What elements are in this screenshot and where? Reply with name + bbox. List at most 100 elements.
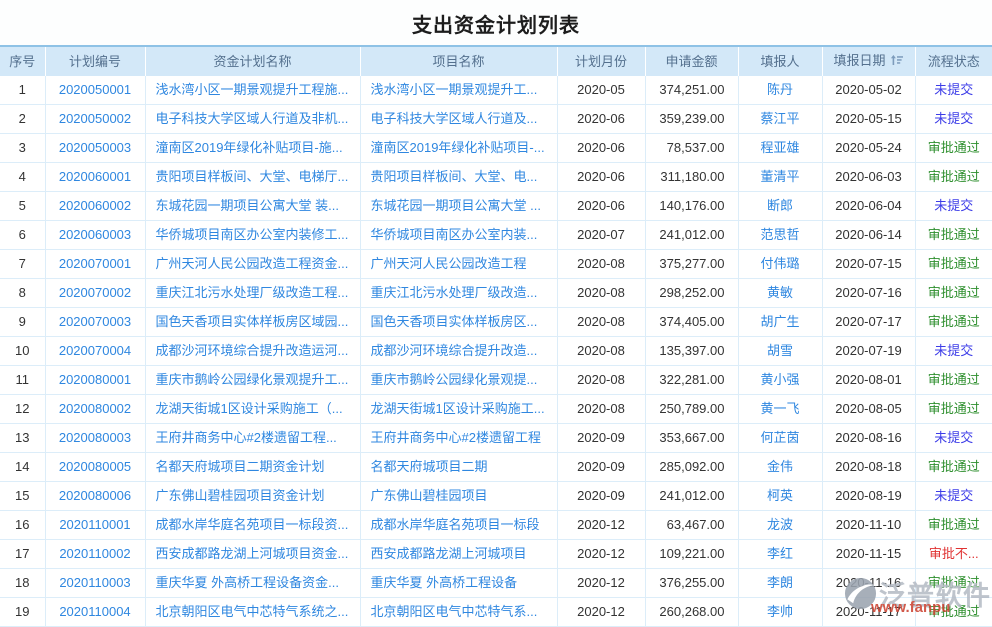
cell-filler[interactable]: 程亚雄 [738,133,823,163]
cell-plan-number[interactable]: 2020080005 [45,452,146,482]
cell-plan-number[interactable]: 2020050003 [45,133,146,163]
cell-project-name[interactable]: 浅水湾小区一期景观提升工... [360,76,558,105]
table-row: 2 2020050002 电子科技大学区域人行道及非机... 电子科技大学区域人行道及… [0,104,992,134]
cell-filler[interactable]: 董清平 [738,162,823,192]
cell-filler[interactable]: 何芷茵 [738,423,823,453]
cell-filler[interactable]: 李红 [738,539,823,569]
cell-fund-plan-name[interactable]: 贵阳项目样板间、大堂、电梯厅... [145,162,361,192]
cell-plan-number[interactable]: 2020050002 [45,104,146,134]
sort-ascending-icon[interactable] [890,48,904,76]
cell-plan-number[interactable]: 2020110003 [45,568,146,598]
cell-fund-plan-name[interactable]: 成都水岸华庭名苑项目一标段资... [145,510,361,540]
cell-plan-number[interactable]: 2020070001 [45,249,146,279]
cell-project-name[interactable]: 重庆江北污水处理厂级改造... [360,278,558,308]
column-header-fund-plan-name[interactable]: 资金计划名称 [145,45,361,76]
cell-fund-plan-name[interactable]: 西安成都路龙湖上河城项目资金... [145,539,361,569]
cell-status: 审批通过 [915,249,992,279]
cell-plan-number[interactable]: 2020070004 [45,336,146,366]
cell-status: 审批通过 [915,510,992,540]
column-header-request-amount[interactable]: 申请金额 [645,45,739,76]
cell-fill-date: 2020-07-15 [822,249,916,279]
cell-fund-plan-name[interactable]: 广东佛山碧桂园项目资金计划 [145,481,361,511]
cell-filler[interactable]: 蔡江平 [738,104,823,134]
cell-fund-plan-name[interactable]: 北京朝阳区电气中芯特气系统之... [145,597,361,627]
cell-plan-number[interactable]: 2020110004 [45,597,146,627]
cell-filler[interactable]: 胡雪 [738,336,823,366]
cell-fund-plan-name[interactable]: 国色天香项目实体样板房区域园... [145,307,361,337]
cell-project-name[interactable]: 国色天香项目实体样板房区... [360,307,558,337]
cell-status: 未提交 [915,191,992,221]
cell-request-amount: 298,252.00 [645,278,739,308]
cell-fund-plan-name[interactable]: 电子科技大学区域人行道及非机... [145,104,361,134]
cell-filler[interactable]: 李帅 [738,597,823,627]
cell-project-name[interactable]: 潼南区2019年绿化补贴项目-... [360,133,558,163]
column-header-status[interactable]: 流程状态 [915,45,992,76]
cell-filler[interactable]: 胡广生 [738,307,823,337]
column-header-plan-month[interactable]: 计划月份 [557,45,646,76]
cell-filler[interactable]: 龙波 [738,510,823,540]
column-header-index[interactable]: 序号 [0,45,46,76]
cell-plan-number[interactable]: 2020060001 [45,162,146,192]
cell-status: 未提交 [915,423,992,453]
cell-fund-plan-name[interactable]: 重庆华夏 外高桥工程设备资金... [145,568,361,598]
cell-plan-number[interactable]: 2020080002 [45,394,146,424]
cell-plan-month: 2020-12 [557,539,646,569]
cell-plan-number[interactable]: 2020110002 [45,539,146,569]
cell-project-name[interactable]: 贵阳项目样板间、大堂、电... [360,162,558,192]
cell-project-name[interactable]: 北京朝阳区电气中芯特气系... [360,597,558,627]
cell-fill-date: 2020-11-15 [822,539,916,569]
cell-request-amount: 135,397.00 [645,336,739,366]
cell-request-amount: 375,277.00 [645,249,739,279]
cell-filler[interactable]: 黄敏 [738,278,823,308]
cell-fund-plan-name[interactable]: 广州天河人民公园改造工程资金... [145,249,361,279]
cell-fund-plan-name[interactable]: 龙湖天街城1区设计采购施工（... [145,394,361,424]
cell-plan-number[interactable]: 2020070003 [45,307,146,337]
cell-project-name[interactable]: 成都沙河环境综合提升改造... [360,336,558,366]
cell-fund-plan-name[interactable]: 重庆市鹅岭公园绿化景观提升工... [145,365,361,395]
cell-fund-plan-name[interactable]: 潼南区2019年绿化补贴项目-施... [145,133,361,163]
cell-index: 14 [0,452,46,482]
cell-project-name[interactable]: 西安成都路龙湖上河城项目 [360,539,558,569]
cell-project-name[interactable]: 广东佛山碧桂园项目 [360,481,558,511]
cell-project-name[interactable]: 王府井商务中心#2楼遗留工程 [360,423,558,453]
cell-project-name[interactable]: 电子科技大学区域人行道及... [360,104,558,134]
cell-fund-plan-name[interactable]: 王府井商务中心#2楼遗留工程... [145,423,361,453]
cell-plan-number[interactable]: 2020080006 [45,481,146,511]
cell-filler[interactable]: 付伟璐 [738,249,823,279]
cell-plan-number[interactable]: 2020060003 [45,220,146,250]
column-header-plan-number[interactable]: 计划编号 [45,45,146,76]
cell-plan-number[interactable]: 2020060002 [45,191,146,221]
cell-project-name[interactable]: 东城花园一期项目公寓大堂 ... [360,191,558,221]
cell-plan-number[interactable]: 2020070002 [45,278,146,308]
cell-fund-plan-name[interactable]: 浅水湾小区一期景观提升工程施... [145,76,361,105]
cell-filler[interactable]: 陈丹 [738,76,823,105]
cell-plan-number[interactable]: 2020080003 [45,423,146,453]
cell-project-name[interactable]: 华侨城项目南区办公室内装... [360,220,558,250]
cell-project-name[interactable]: 名都天府城项目二期 [360,452,558,482]
cell-filler[interactable]: 金伟 [738,452,823,482]
cell-fund-plan-name[interactable]: 华侨城项目南区办公室内装修工... [145,220,361,250]
cell-filler[interactable]: 黄小强 [738,365,823,395]
cell-filler[interactable]: 李朗 [738,568,823,598]
cell-filler[interactable]: 柯英 [738,481,823,511]
cell-filler[interactable]: 断郎 [738,191,823,221]
cell-index: 3 [0,133,46,163]
cell-project-name[interactable]: 广州天河人民公园改造工程 [360,249,558,279]
cell-filler[interactable]: 黄一飞 [738,394,823,424]
cell-fund-plan-name[interactable]: 名都天府城项目二期资金计划 [145,452,361,482]
cell-plan-number[interactable]: 2020080001 [45,365,146,395]
column-header-fill-date[interactable]: 填报日期 [822,45,916,76]
cell-project-name[interactable]: 重庆市鹅岭公园绿化景观提... [360,365,558,395]
cell-plan-number[interactable]: 2020110001 [45,510,146,540]
cell-status: 审批通过 [915,133,992,163]
cell-filler[interactable]: 范思哲 [738,220,823,250]
cell-fund-plan-name[interactable]: 重庆江北污水处理厂级改造工程... [145,278,361,308]
column-header-filler[interactable]: 填报人 [738,45,823,76]
cell-fund-plan-name[interactable]: 东城花园一期项目公寓大堂 装... [145,191,361,221]
cell-project-name[interactable]: 成都水岸华庭名苑项目一标段 [360,510,558,540]
cell-project-name[interactable]: 重庆华夏 外高桥工程设备 [360,568,558,598]
cell-fund-plan-name[interactable]: 成都沙河环境综合提升改造运河... [145,336,361,366]
cell-plan-number[interactable]: 2020050001 [45,76,146,105]
column-header-project-name[interactable]: 项目名称 [360,45,558,76]
cell-project-name[interactable]: 龙湖天街城1区设计采购施工... [360,394,558,424]
